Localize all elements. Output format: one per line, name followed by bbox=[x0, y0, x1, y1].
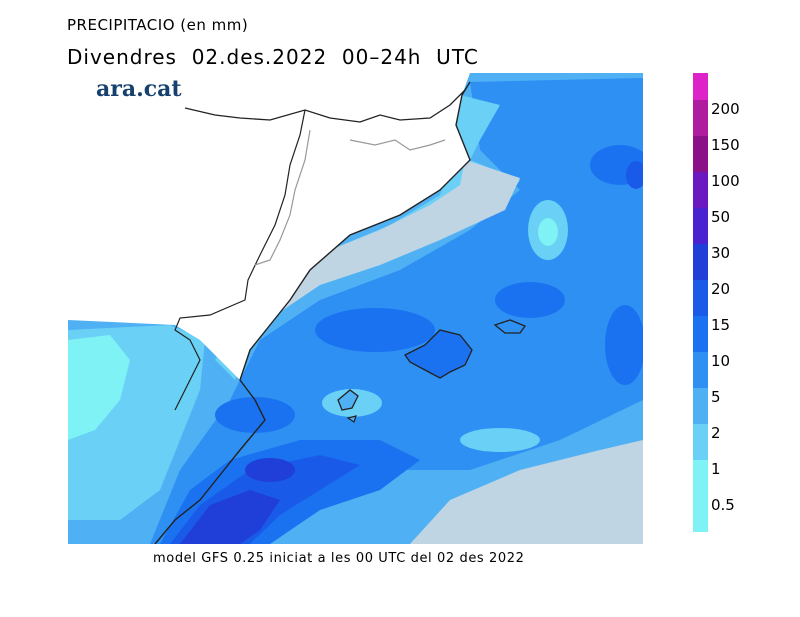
western-border bbox=[174, 109, 306, 411]
precip-level-1-cell bbox=[460, 428, 540, 452]
precip-level-20-cell bbox=[245, 458, 295, 482]
legend-swatch bbox=[693, 244, 708, 280]
precip-level-10-cell bbox=[215, 397, 295, 433]
legend-swatch bbox=[693, 496, 708, 532]
dry-sea-area-se bbox=[410, 440, 643, 544]
chart-subtitle: Divendres 02.des.2022 00–24h UTC bbox=[67, 45, 479, 69]
legend-label: 2 bbox=[711, 424, 721, 442]
dry-sea-area bbox=[250, 160, 520, 345]
legend-label: 1 bbox=[711, 460, 721, 478]
legend-swatch-top bbox=[693, 73, 708, 100]
province-border bbox=[254, 129, 311, 266]
legend-label: 10 bbox=[711, 352, 731, 370]
precip-level-20-band bbox=[180, 490, 280, 544]
legend-swatch bbox=[693, 172, 708, 208]
legend-label: 15 bbox=[711, 316, 731, 334]
legend-label: 30 bbox=[711, 244, 731, 262]
legend-label: 0.5 bbox=[711, 496, 735, 514]
menorca-island bbox=[493, 319, 527, 334]
coastline bbox=[154, 81, 471, 544]
legend-label: 200 bbox=[711, 100, 740, 118]
legend-label: 150 bbox=[711, 136, 740, 154]
legend-swatch bbox=[693, 280, 708, 316]
legend-swatch bbox=[693, 424, 708, 460]
precip-level-05-west bbox=[68, 335, 130, 440]
chart-title: PRECIPITACIO (en mm) bbox=[67, 16, 249, 34]
precip-level-10-cell bbox=[315, 308, 435, 352]
legend-swatch bbox=[693, 136, 708, 172]
legend-swatch bbox=[693, 352, 708, 388]
northern-border bbox=[184, 89, 466, 123]
model-info-footer: model GFS 0.25 iniciat a les 00 UTC del … bbox=[153, 551, 525, 566]
legend-swatch bbox=[693, 100, 708, 136]
legend-swatch bbox=[693, 316, 708, 352]
legend-label: 50 bbox=[711, 208, 731, 226]
ara-cat-logo: ara.cat bbox=[96, 76, 182, 102]
precip-level-15-cell bbox=[626, 161, 643, 189]
formentera-island bbox=[346, 415, 357, 423]
legend-swatch bbox=[693, 388, 708, 424]
precip-level-10-cell bbox=[605, 305, 643, 385]
legend-label: 100 bbox=[711, 172, 740, 190]
ibiza-island bbox=[337, 389, 359, 411]
precip-level-05-cell bbox=[538, 218, 558, 246]
legend-swatch bbox=[693, 460, 708, 496]
legend-label: 5 bbox=[711, 388, 721, 406]
mallorca-island bbox=[404, 329, 473, 379]
precip-level-10-cell bbox=[495, 282, 565, 318]
legend-label: 20 bbox=[711, 280, 731, 298]
province-border bbox=[349, 139, 446, 151]
legend-swatch bbox=[693, 208, 708, 244]
land-area bbox=[68, 73, 470, 380]
